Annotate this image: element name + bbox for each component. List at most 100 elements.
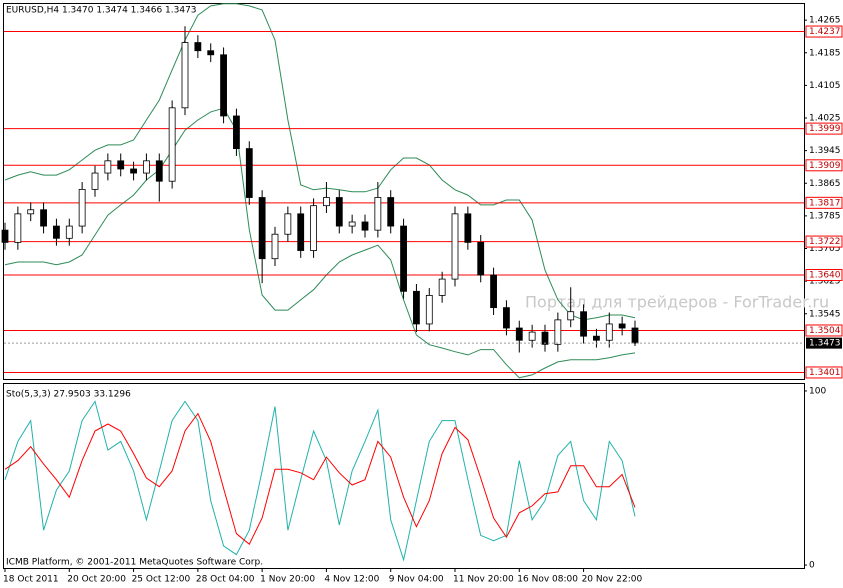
level-label-box bbox=[805, 159, 843, 172]
candle-body bbox=[541, 331, 549, 345]
candle-body bbox=[194, 42, 202, 52]
last-price-label: 1.3473 bbox=[809, 339, 841, 349]
candle-body bbox=[143, 160, 150, 174]
indicator-title: Sto(5,3,3) 27.9503 33.1296 bbox=[6, 390, 131, 400]
copyright: ICMB Platform, © 2001-2011 MetaQuotes So… bbox=[6, 558, 263, 568]
candle-body bbox=[104, 160, 112, 174]
candle-body bbox=[451, 213, 459, 280]
candle-body bbox=[284, 213, 292, 235]
candle-body bbox=[181, 42, 189, 109]
x-tick-label: 25 Oct 12:00 bbox=[132, 575, 191, 585]
candle-body bbox=[464, 213, 472, 243]
level-label-box bbox=[805, 122, 843, 135]
level-label: 1.3504 bbox=[809, 326, 841, 336]
y-tick-label: 100 bbox=[809, 386, 826, 396]
level-label: 1.3999 bbox=[809, 124, 841, 134]
price-panel bbox=[3, 3, 805, 380]
level-label-box bbox=[805, 196, 843, 209]
candle-body bbox=[335, 197, 343, 227]
candle-body bbox=[503, 307, 510, 329]
chart-title: EURUSD,H4 1.3470 1.3474 1.3466 1.3473 bbox=[6, 6, 197, 16]
candle-body bbox=[117, 160, 125, 170]
level-label: 1.3640 bbox=[809, 271, 841, 281]
candle-body bbox=[515, 327, 523, 341]
level-label-box bbox=[805, 269, 843, 282]
stochastic-line bbox=[4, 412, 636, 545]
candle-body bbox=[528, 331, 536, 341]
y-tick-label: 1.4185 bbox=[809, 48, 841, 58]
x-tick-label: 9 Nov 04:00 bbox=[389, 575, 444, 585]
candle-body bbox=[374, 197, 382, 231]
candle-body bbox=[130, 168, 137, 174]
x-tick-label: 18 Oct 2011 bbox=[3, 575, 59, 585]
candle-body bbox=[400, 225, 407, 292]
candle-body bbox=[631, 327, 639, 344]
y-tick-label: 1.4265 bbox=[809, 16, 841, 26]
level-label-box bbox=[805, 324, 843, 337]
level-label-box bbox=[805, 235, 843, 248]
stochastic-line bbox=[4, 400, 636, 562]
candle-body bbox=[168, 107, 176, 182]
candle-body bbox=[40, 209, 47, 227]
band-line bbox=[4, 3, 636, 321]
candle-body bbox=[271, 233, 279, 260]
candle-body bbox=[413, 290, 420, 325]
candle-body bbox=[438, 278, 446, 296]
y-tick-label: 1.3865 bbox=[809, 179, 841, 189]
x-tick-label: 16 Nov 08:00 bbox=[517, 575, 578, 585]
level-label: 1.3817 bbox=[809, 198, 841, 208]
level-label: 1.3401 bbox=[809, 368, 841, 378]
candle-body bbox=[233, 115, 240, 149]
candle-body bbox=[593, 335, 600, 341]
y-tick-label: 1.4105 bbox=[809, 81, 841, 91]
candle-body bbox=[361, 221, 369, 231]
candle-body bbox=[567, 311, 575, 321]
candle-body bbox=[27, 209, 35, 215]
x-tick-label: 4 Nov 12:00 bbox=[324, 575, 379, 585]
candle-body bbox=[155, 160, 163, 182]
candle-body bbox=[310, 205, 317, 251]
level-label-box bbox=[805, 366, 843, 379]
candle-body bbox=[297, 213, 305, 251]
x-tick-label: 1 Nov 20:00 bbox=[260, 575, 315, 585]
candle-body bbox=[207, 50, 215, 56]
candle-body bbox=[387, 197, 395, 227]
candle-body bbox=[245, 148, 253, 198]
y-tick-label: 1.3705 bbox=[809, 244, 841, 254]
x-tick-label: 28 Oct 04:00 bbox=[196, 575, 255, 585]
candle-body bbox=[580, 311, 587, 337]
candle-body bbox=[554, 319, 562, 345]
x-tick-label: 11 Nov 20:00 bbox=[453, 575, 514, 585]
level-label: 1.3722 bbox=[809, 237, 841, 247]
level-label: 1.3909 bbox=[809, 161, 841, 171]
candle-body bbox=[348, 221, 356, 227]
y-tick-label: 0 bbox=[809, 561, 815, 571]
candle-body bbox=[490, 274, 497, 309]
candle-body bbox=[91, 172, 99, 190]
last-price-box bbox=[806, 337, 842, 349]
candle-body bbox=[1, 229, 9, 243]
y-tick-label: 1.3625 bbox=[809, 277, 841, 287]
candle-body bbox=[605, 323, 613, 341]
candle-body bbox=[78, 188, 86, 227]
watermark: Портал для трейдеров - ForTrader.ru bbox=[525, 293, 829, 312]
candle-body bbox=[65, 225, 73, 239]
band-line bbox=[4, 107, 636, 379]
candle-body bbox=[53, 225, 60, 239]
candle-body bbox=[323, 197, 330, 207]
y-tick-label: 1.3945 bbox=[809, 146, 841, 156]
candle-body bbox=[425, 294, 433, 325]
candle-body bbox=[258, 197, 266, 260]
y-tick-label: 1.3545 bbox=[809, 309, 841, 319]
x-tick-label: 20 Oct 20:00 bbox=[67, 575, 126, 585]
indicator-panel bbox=[3, 383, 805, 569]
candle-body bbox=[618, 323, 626, 329]
level-label: 1.4237 bbox=[809, 27, 841, 37]
level-label-box bbox=[805, 25, 843, 38]
y-tick-label: 1.4025 bbox=[809, 114, 841, 124]
candle-body bbox=[14, 213, 22, 243]
y-tick-label: 1.3785 bbox=[809, 211, 841, 221]
candle-body bbox=[220, 54, 227, 117]
